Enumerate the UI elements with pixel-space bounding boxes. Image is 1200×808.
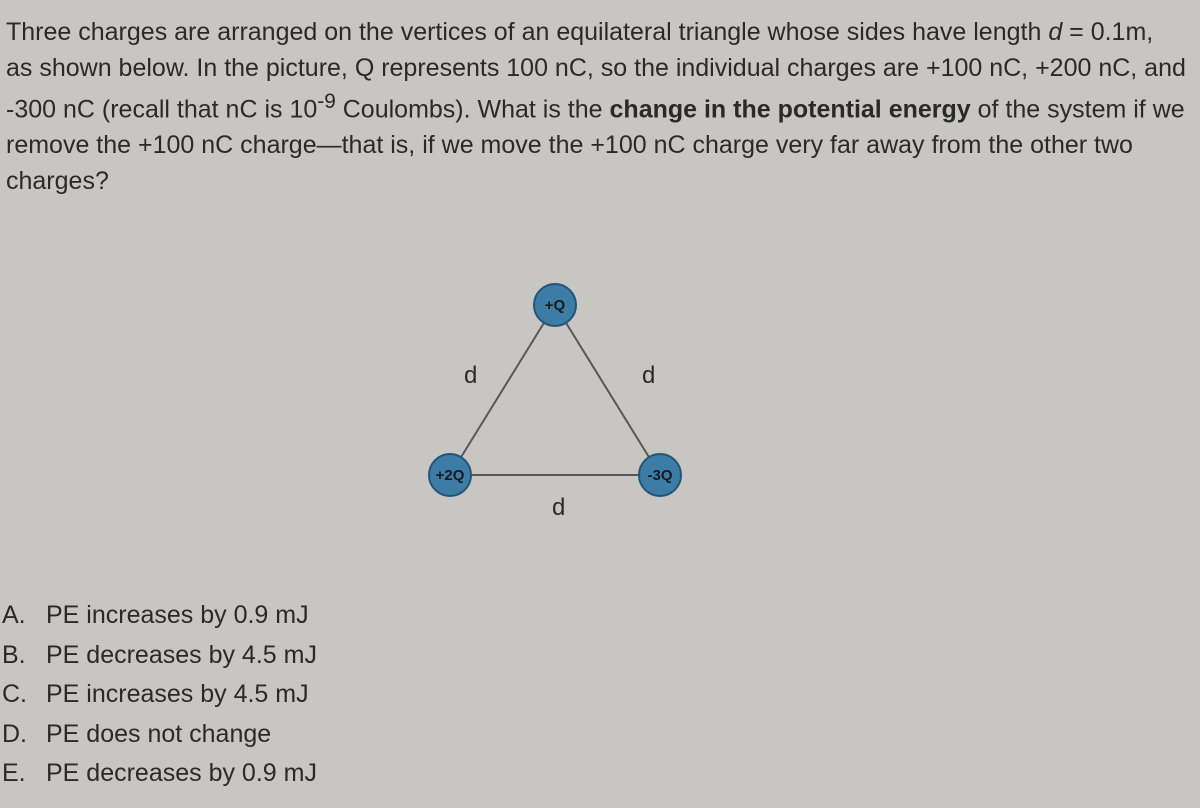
- option-text: PE increases by 0.9 mJ: [46, 596, 309, 636]
- q-d-symbol: d: [1048, 18, 1062, 46]
- edge-right: [555, 305, 660, 475]
- option-d[interactable]: D. PE does not change: [0, 715, 317, 755]
- option-text: PE decreases by 0.9 mJ: [46, 754, 317, 794]
- option-a[interactable]: A. PE increases by 0.9 mJ: [0, 596, 317, 636]
- q-bold: change in the potential energy: [610, 95, 971, 123]
- node-left-label: +2Q: [436, 467, 465, 484]
- d-label-bottom: d: [552, 494, 565, 521]
- node-top-label: +Q: [545, 297, 566, 314]
- q-exponent: -9: [317, 90, 336, 113]
- option-b[interactable]: B. PE decreases by 4.5 mJ: [0, 636, 317, 676]
- option-letter: D.: [0, 715, 46, 755]
- option-letter: B.: [0, 636, 46, 676]
- option-letter: C.: [0, 675, 46, 715]
- q-part-3: Coulombs). What is the: [336, 95, 610, 123]
- edge-left: [450, 305, 555, 475]
- triangle-figure: d d d +Q +2Q -3Q: [380, 265, 730, 525]
- d-label-right: d: [642, 362, 655, 389]
- option-e[interactable]: E. PE decreases by 0.9 mJ: [0, 754, 317, 794]
- node-left: +2Q: [429, 454, 471, 496]
- option-text: PE does not change: [46, 715, 271, 755]
- q-part-1: Three charges are arranged on the vertic…: [6, 18, 1048, 46]
- option-text: PE increases by 4.5 mJ: [46, 675, 309, 715]
- answer-options: A. PE increases by 0.9 mJ B. PE decrease…: [0, 596, 317, 794]
- node-right: -3Q: [639, 454, 681, 496]
- option-letter: A.: [0, 596, 46, 636]
- option-letter: E.: [0, 754, 46, 794]
- option-c[interactable]: C. PE increases by 4.5 mJ: [0, 675, 317, 715]
- option-text: PE decreases by 4.5 mJ: [46, 636, 317, 676]
- node-top: +Q: [534, 284, 576, 326]
- d-label-left: d: [464, 362, 477, 389]
- node-right-label: -3Q: [647, 467, 672, 484]
- question-text: Three charges are arranged on the vertic…: [6, 14, 1186, 200]
